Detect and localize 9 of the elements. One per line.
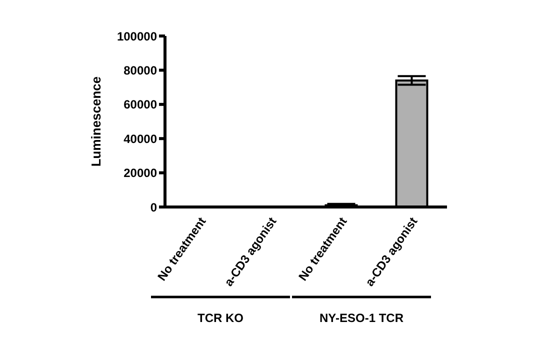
- y-tick-label: 0: [150, 200, 158, 214]
- y-axis-title: Luminescence: [88, 76, 104, 167]
- text: NY-ESO-1 TCR: [319, 311, 404, 325]
- text: TCR KO: [198, 311, 244, 325]
- y-tick-label: 80000: [124, 63, 158, 78]
- y-tick-label: 60000: [124, 98, 158, 112]
- y-tick-label: 100000: [116, 29, 158, 44]
- y-tick-label: 20000: [124, 166, 158, 180]
- y-tick-label: 40000: [124, 132, 158, 146]
